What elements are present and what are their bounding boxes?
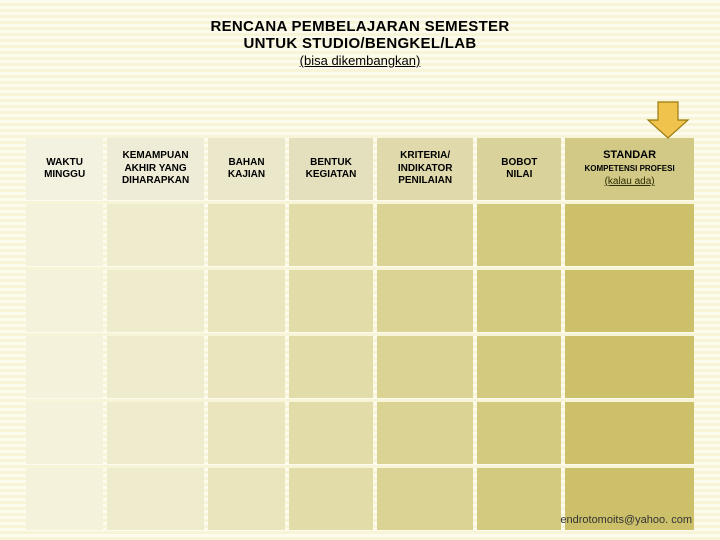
cell-bentuk [289, 270, 373, 332]
cell-waktu [26, 402, 103, 464]
plan-table: WAKTUMINGGUKEMAMPUANAKHIR YANGDIHARAPKAN… [22, 134, 698, 534]
title-note: (bisa dikembangkan) [0, 53, 720, 68]
cell-waktu [26, 270, 103, 332]
col-header-kemampuan: KEMAMPUANAKHIR YANGDIHARAPKAN [107, 138, 204, 200]
col-header-bahan: BAHANKAJIAN [208, 138, 285, 200]
title-block: RENCANA PEMBELAJARAN SEMESTER UNTUK STUD… [0, 0, 720, 76]
footer-email: endrotomoits@yahoo. com [560, 514, 692, 526]
cell-waktu [26, 204, 103, 266]
cell-bahan [208, 402, 285, 464]
table-row [26, 402, 694, 464]
cell-bahan [208, 468, 285, 530]
col-header-waktu: WAKTUMINGGU [26, 138, 103, 200]
cell-bahan [208, 336, 285, 398]
col-header-kriteria: KRITERIA/INDIKATORPENILAIAN [377, 138, 474, 200]
cell-bobot [477, 402, 561, 464]
cell-standar [565, 336, 694, 398]
table-row [26, 336, 694, 398]
table-row [26, 270, 694, 332]
cell-kemampuan [107, 402, 204, 464]
cell-bentuk [289, 204, 373, 266]
col-header-bobot: BOBOTNILAI [477, 138, 561, 200]
plan-table-wrap: WAKTUMINGGUKEMAMPUANAKHIR YANGDIHARAPKAN… [0, 134, 720, 534]
title-line-1: RENCANA PEMBELAJARAN SEMESTER [0, 18, 720, 35]
cell-kriteria [377, 468, 474, 530]
cell-bentuk [289, 402, 373, 464]
cell-bobot [477, 204, 561, 266]
table-row [26, 204, 694, 266]
table-header-row: WAKTUMINGGUKEMAMPUANAKHIR YANGDIHARAPKAN… [26, 138, 694, 200]
cell-bentuk [289, 336, 373, 398]
title-line-2: UNTUK STUDIO/BENGKEL/LAB [0, 35, 720, 52]
cell-bahan [208, 204, 285, 266]
col-header-standar: STANDARKOMPETENSI PROFESI(kalau ada) [565, 138, 694, 200]
down-arrow-icon [646, 100, 690, 140]
cell-bobot [477, 270, 561, 332]
cell-standar [565, 204, 694, 266]
cell-kemampuan [107, 270, 204, 332]
col-header-bentuk: BENTUKKEGIATAN [289, 138, 373, 200]
cell-waktu [26, 468, 103, 530]
cell-bobot [477, 468, 561, 530]
cell-kemampuan [107, 336, 204, 398]
cell-bentuk [289, 468, 373, 530]
cell-kemampuan [107, 468, 204, 530]
cell-kemampuan [107, 204, 204, 266]
cell-kriteria [377, 402, 474, 464]
cell-kriteria [377, 270, 474, 332]
cell-standar [565, 402, 694, 464]
cell-kriteria [377, 204, 474, 266]
cell-waktu [26, 336, 103, 398]
cell-bahan [208, 270, 285, 332]
cell-standar [565, 270, 694, 332]
cell-kriteria [377, 336, 474, 398]
cell-bobot [477, 336, 561, 398]
